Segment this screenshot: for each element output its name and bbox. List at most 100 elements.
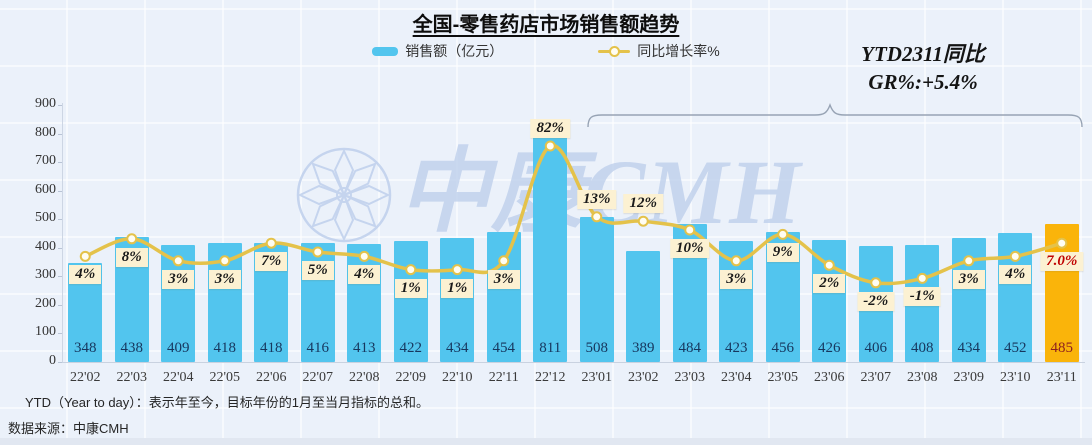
growth-rate-label: 3% <box>952 269 985 289</box>
bar <box>579 216 614 362</box>
y-tick-label: 0 <box>49 353 56 368</box>
growth-rate-label: 3% <box>162 269 195 289</box>
y-tick-label: 200 <box>35 295 56 311</box>
ytd-annotation-line1: YTD2311同比 <box>861 42 985 66</box>
bar <box>440 238 475 362</box>
bar-value-label: 426 <box>818 340 841 356</box>
y-tick-label: 400 <box>35 238 56 254</box>
x-tick-label: 23'06 <box>813 370 845 385</box>
x-tick-label: 22'03 <box>116 370 148 385</box>
y-axis-line <box>62 103 63 362</box>
bar-value-label: 485 <box>1050 340 1074 356</box>
bar-value-label: 452 <box>1004 340 1027 356</box>
x-tick-label: 22'12 <box>534 370 566 385</box>
y-tick-mark <box>58 276 62 278</box>
bar-value-label: 422 <box>399 340 423 356</box>
y-tick-mark <box>58 105 62 106</box>
bar <box>347 244 382 362</box>
x-tick-label: 22'11 <box>488 370 519 385</box>
x-tick-label: 23'02 <box>627 370 659 385</box>
bar-value-label: 408 <box>911 340 934 356</box>
growth-rate-label: 3% <box>720 269 753 289</box>
bar <box>533 130 568 362</box>
growth-rate-label: 5% <box>301 261 334 280</box>
growth-rate-label: 2% <box>813 274 846 294</box>
x-tick-label: 22'07 <box>302 370 334 385</box>
x-tick-label: 23'05 <box>767 370 799 385</box>
ytd-annotation-line2: GR%:+5.4% <box>868 70 978 94</box>
growth-rate-label: 4% <box>999 265 1032 285</box>
growth-rate-label: 8% <box>115 247 148 267</box>
x-tick-label: 22'06 <box>255 370 287 385</box>
bar-value-label: 348 <box>74 340 97 356</box>
growth-line-icon <box>598 46 631 57</box>
y-tick-mark <box>58 190 62 192</box>
legend-item-sales: 销售额（亿元） <box>372 41 503 61</box>
growth-rate-label: 9% <box>766 243 799 263</box>
growth-rate-label: 12% <box>623 194 663 214</box>
legend-sales-label: 销售额（亿元） <box>405 43 504 59</box>
y-tick-mark <box>58 333 62 335</box>
y-tick-label: 600 <box>35 181 56 197</box>
growth-rate-label: 4% <box>69 265 102 285</box>
y-tick-label: 300 <box>35 267 56 283</box>
bar-value-label: 438 <box>120 340 144 356</box>
sales-swatch-icon <box>372 46 399 56</box>
watermark-logo-icon <box>296 147 392 243</box>
data-source: 数据来源：中康CMH <box>8 421 129 436</box>
bar-value-label: 456 <box>771 340 795 356</box>
bar-value-label: 416 <box>306 340 330 356</box>
bar-value-label: 434 <box>957 340 981 356</box>
x-tick-label: 23'11 <box>1046 370 1077 385</box>
x-axis-line <box>62 362 1085 363</box>
y-tick-mark <box>58 247 62 249</box>
bar-value-label: 406 <box>864 340 888 356</box>
growth-rate-label: 7% <box>255 252 288 272</box>
bar <box>393 241 428 362</box>
x-tick-label: 23'07 <box>860 370 892 385</box>
growth-rate-label: 13% <box>577 189 617 209</box>
growth-rate-label: 4% <box>348 265 381 285</box>
ytd-footnote: YTD（Year to day）：表示年至今，目标年份的1月至当月指标的总和。 <box>25 395 430 410</box>
growth-rate-label: -2% <box>857 291 895 311</box>
x-tick-label: 22'09 <box>395 370 427 385</box>
bar-value-label: 811 <box>539 340 562 356</box>
growth-rate-label: 82% <box>530 119 570 138</box>
legend-item-growth: 同比增长率% <box>598 41 720 61</box>
bar-value-label: 454 <box>492 340 516 356</box>
y-tick-label: 800 <box>35 124 56 140</box>
x-tick-label: 22'08 <box>348 370 380 385</box>
bar-value-label: 418 <box>213 340 237 356</box>
bar-value-label: 423 <box>725 340 748 356</box>
bar-value-label: 389 <box>632 340 655 356</box>
y-tick-label: 700 <box>35 153 56 169</box>
growth-rate-label: -1% <box>903 287 941 307</box>
y-tick-label: 100 <box>35 324 56 340</box>
bar-value-label: 413 <box>353 340 376 356</box>
growth-rate-label: 1% <box>394 278 427 298</box>
y-tick-mark <box>58 362 62 363</box>
growth-rate-label: 1% <box>441 278 474 298</box>
growth-rate-label: 7.0% <box>1040 252 1084 272</box>
y-tick-label: 500 <box>35 210 56 226</box>
ytd-annotation: YTD2311同比 GR%:+5.4% <box>798 40 1048 96</box>
chart-title: 全国-零售药店市场销售额趋势 <box>412 14 680 36</box>
y-tick-mark <box>58 162 62 164</box>
bar <box>626 250 661 362</box>
y-tick-mark <box>58 133 62 135</box>
x-tick-label: 22'04 <box>162 370 194 385</box>
chart-legend: 销售额（亿元） 同比增长率% <box>0 41 1092 61</box>
bar-value-label: 409 <box>167 340 190 356</box>
growth-rate-label: 10% <box>670 239 710 258</box>
x-tick-label: 23'03 <box>674 370 706 385</box>
x-tick-label: 22'05 <box>209 370 241 385</box>
x-tick-label: 22'10 <box>441 370 473 385</box>
bar-value-label: 484 <box>678 340 702 356</box>
bar-value-label: 508 <box>585 340 609 356</box>
growth-rate-label: 3% <box>208 269 241 289</box>
x-tick-label: 23'10 <box>999 370 1031 385</box>
x-tick-label: 23'09 <box>953 370 985 385</box>
